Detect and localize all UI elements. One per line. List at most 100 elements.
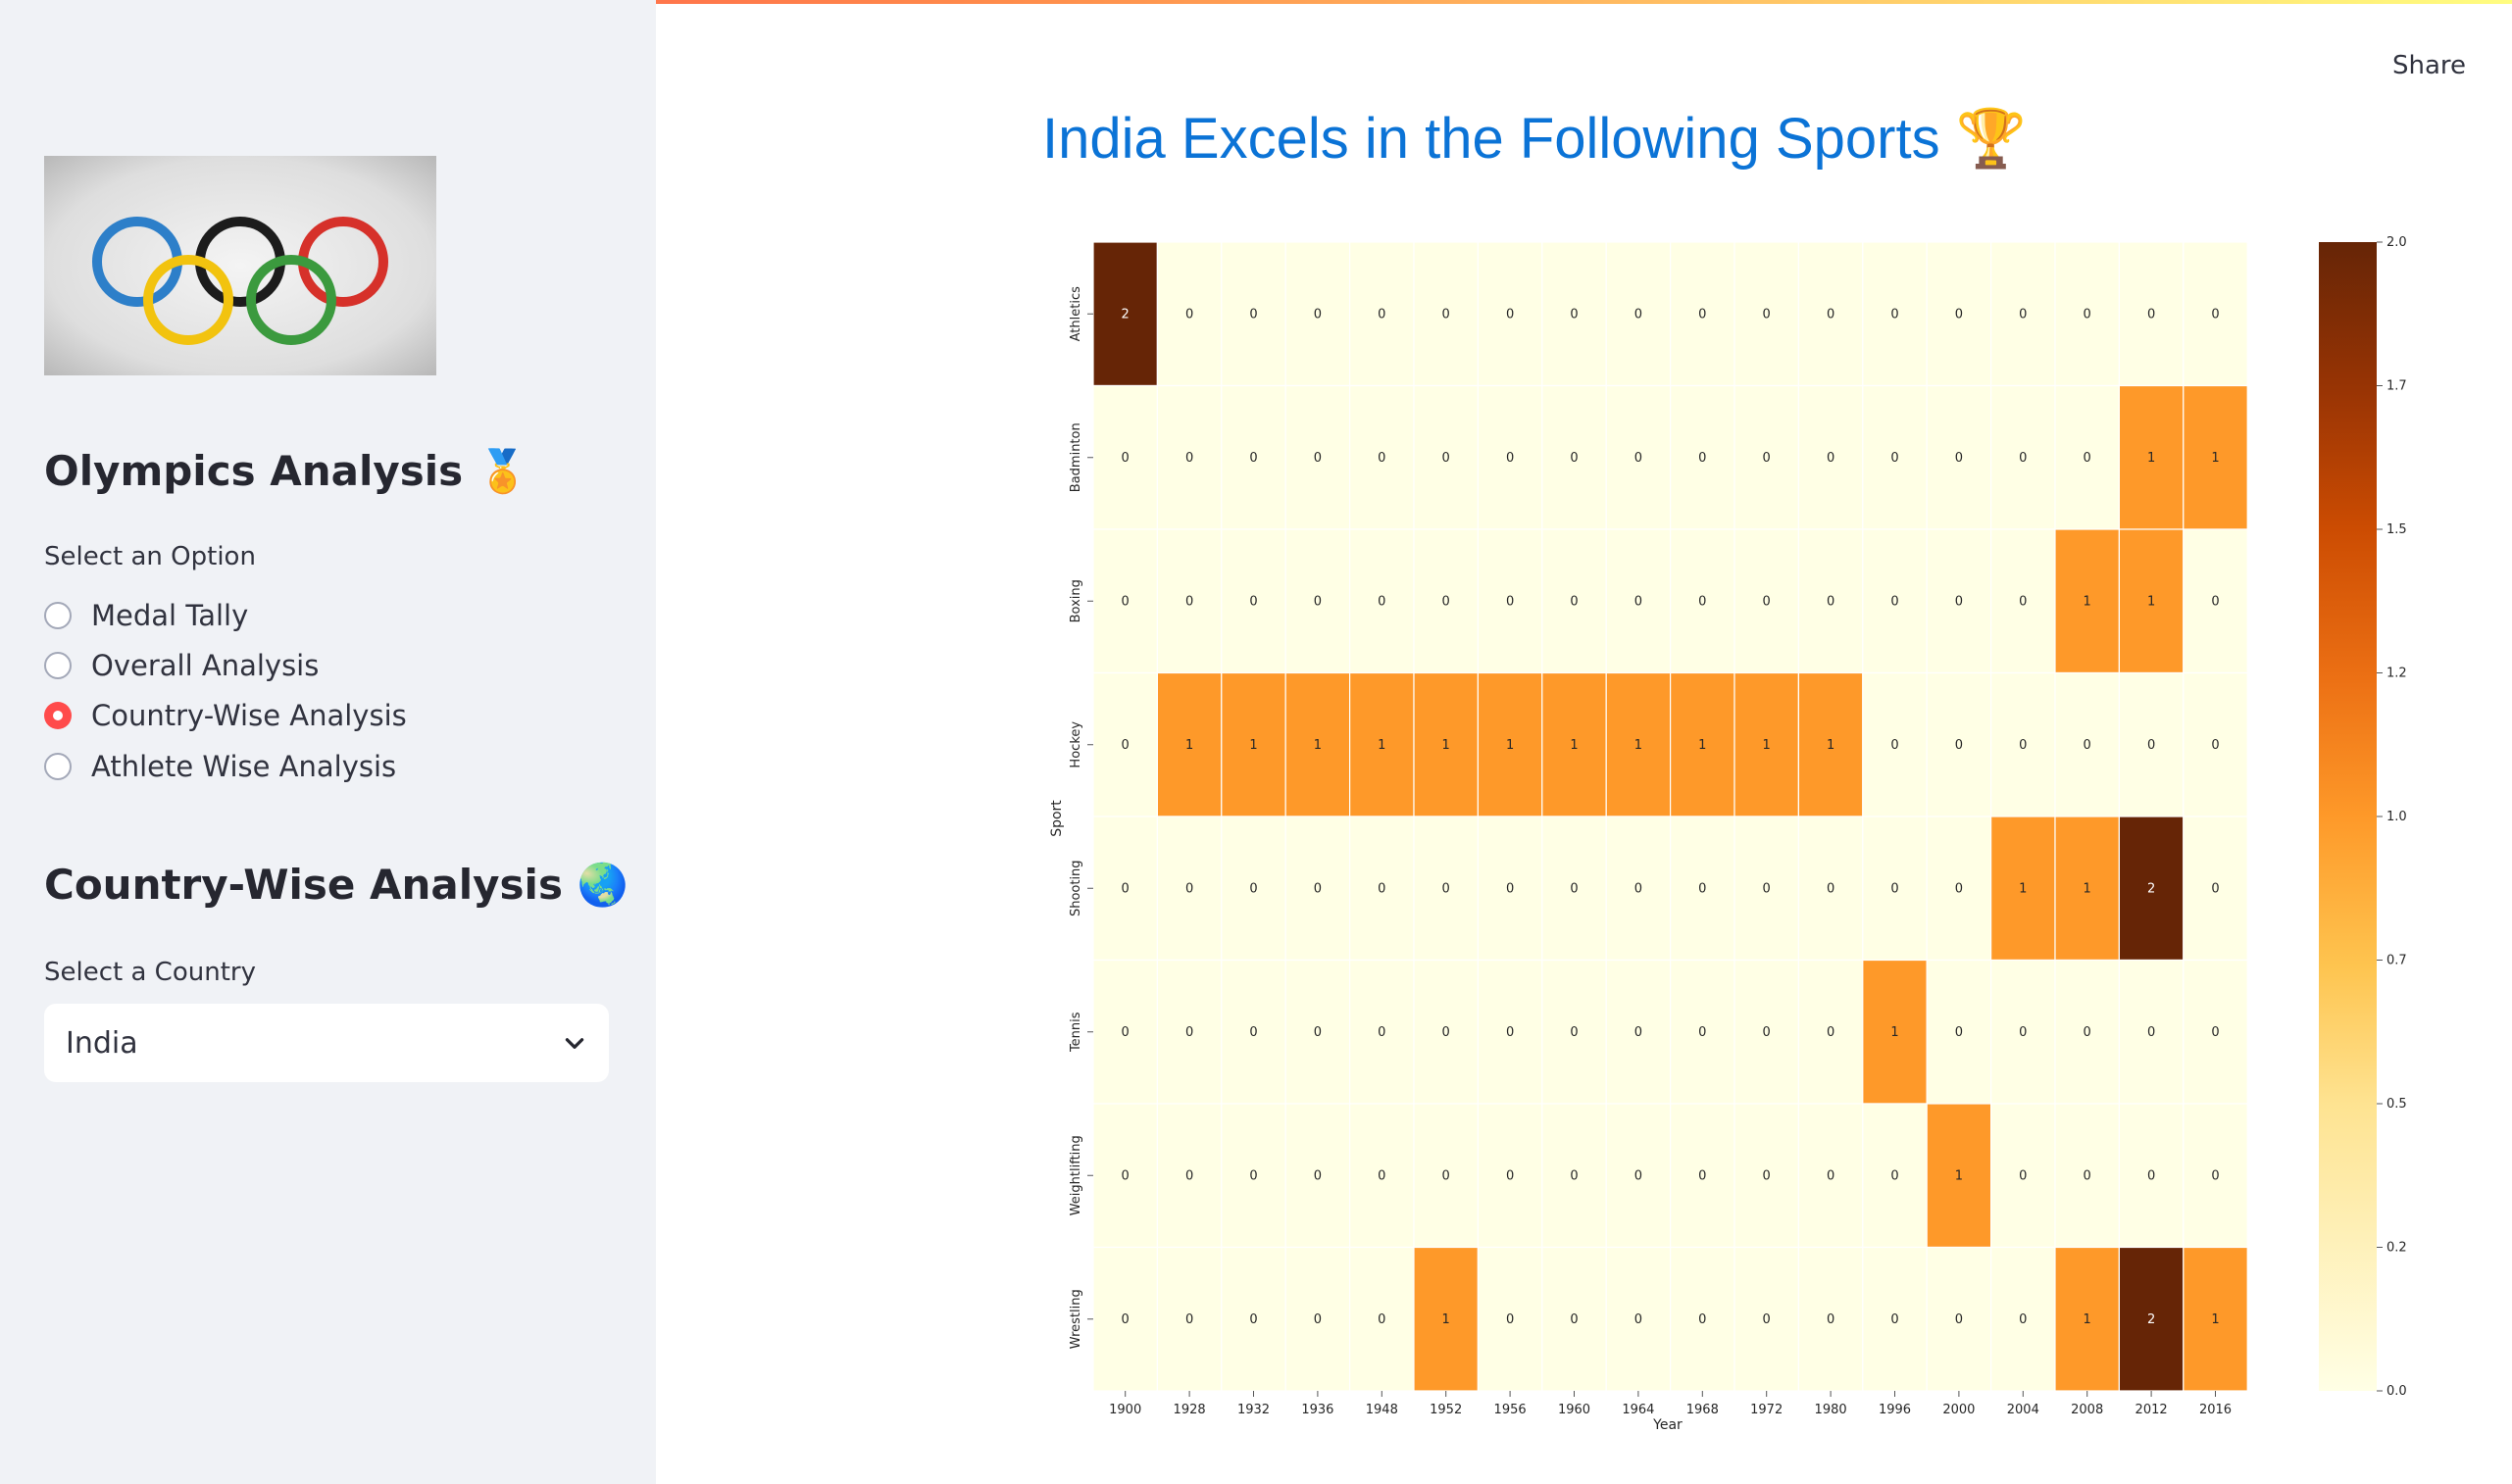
heatmap-cell [2183, 816, 2248, 962]
x-tick-label: 1936 [1301, 1403, 1333, 1417]
x-tick-label: 1928 [1174, 1403, 1206, 1417]
radio-medal-tally[interactable]: Medal Tally [44, 596, 248, 635]
cell-value-label: 0 [1185, 594, 1193, 609]
share-button[interactable]: Share [2392, 51, 2467, 80]
cell-value-label: 0 [1763, 307, 1771, 322]
cell-value-label: 0 [1827, 307, 1834, 322]
x-tick-label: 1952 [1430, 1403, 1462, 1417]
cell-value-label: 0 [1827, 1168, 1834, 1183]
cell-value-label: 0 [1442, 1168, 1450, 1183]
cell-value-label: 0 [2147, 1025, 2155, 1040]
heatmap-cell [1413, 671, 1480, 817]
cell-value-label: 0 [1378, 1025, 1385, 1040]
sidebar: Olympics Analysis 🏅 Select an Option Med… [0, 0, 656, 1484]
cell-value-label: 0 [1955, 1025, 1963, 1040]
heatmap-cell [2183, 1246, 2248, 1392]
x-tick-label: 1956 [1494, 1403, 1527, 1417]
x-tick-label: 2000 [1942, 1403, 1975, 1417]
cell-value-label: 0 [1955, 451, 1963, 466]
heatmap-cell [1926, 528, 1992, 674]
radio-label: Country-Wise Analysis [91, 699, 407, 732]
colorbar-tick-label: 1.25 [2386, 667, 2407, 681]
cell-value-label: 2 [2147, 881, 2155, 896]
heatmap-cell [1797, 384, 1864, 530]
cell-value-label: 0 [1442, 881, 1450, 896]
radio-country-wise-analysis[interactable]: Country-Wise Analysis [44, 696, 407, 735]
cell-value-label: 0 [1378, 1168, 1385, 1183]
colorbar-tick-label: 1.50 [2386, 522, 2407, 537]
heatmap-cell [2054, 671, 2121, 817]
cell-value-label: 0 [1442, 307, 1450, 322]
radio-circle-icon[interactable] [44, 652, 72, 679]
cell-value-label: 0 [1185, 881, 1193, 896]
x-tick-label: 1964 [1622, 1403, 1654, 1417]
x-tick-label: 1996 [1879, 1403, 1911, 1417]
heatmap-cell [1284, 241, 1351, 387]
cell-value-label: 0 [1570, 594, 1578, 609]
option-label: Select an Option [44, 542, 256, 571]
cell-value-label: 0 [1506, 1168, 1514, 1183]
cell-value-label: 1 [1185, 738, 1193, 753]
top-decoration-bar [0, 0, 2512, 4]
radio-overall-analysis[interactable]: Overall Analysis [44, 646, 319, 685]
heatmap-cell [1541, 1246, 1607, 1392]
heatmap-cell [1605, 1103, 1672, 1249]
cell-value-label: 0 [1249, 1168, 1257, 1183]
radio-athlete-wise-analysis[interactable]: Athlete Wise Analysis [44, 747, 396, 786]
colorbar-tick-label: 0.50 [2386, 1097, 2407, 1112]
app-title: Olympics Analysis 🏅 [44, 447, 529, 495]
heatmap-cell [1989, 671, 2056, 817]
cell-value-label: 1 [2019, 881, 2027, 896]
cell-value-label: 0 [1955, 738, 1963, 753]
cell-value-label: 1 [2147, 594, 2155, 609]
cell-value-label: 0 [1698, 307, 1706, 322]
cell-value-label: 0 [1634, 594, 1642, 609]
heatmap-cell [2183, 1103, 2248, 1249]
cell-value-label: 0 [1570, 1312, 1578, 1327]
cell-value-label: 0 [1890, 307, 1898, 322]
cell-value-label: 1 [1249, 738, 1257, 753]
heatmap-cell [1797, 959, 1864, 1105]
cell-value-label: 1 [1955, 1168, 1963, 1183]
country-select[interactable]: India [44, 1004, 609, 1082]
y-tick-label: Shooting [1069, 860, 1083, 916]
heatmap-cell [2054, 241, 2121, 387]
heatmap-cell [1862, 384, 1928, 530]
cell-value-label: 0 [2211, 1168, 2219, 1183]
x-tick-label: 2012 [2135, 1403, 2168, 1417]
cell-value-label: 0 [1827, 1025, 1834, 1040]
cell-value-label: 0 [1249, 451, 1257, 466]
heatmap-cell [2118, 241, 2185, 387]
radio-label: Overall Analysis [91, 649, 320, 682]
x-tick-label: 2008 [2071, 1403, 2103, 1417]
heatmap-cell [2183, 384, 2248, 530]
cell-value-label: 0 [1634, 307, 1642, 322]
heatmap-cell [1221, 384, 1286, 530]
heatmap-cell [1669, 1103, 1735, 1249]
heatmap-cell [1349, 384, 1415, 530]
cell-value-label: 0 [1634, 881, 1642, 896]
heatmap-cell [1733, 528, 1800, 674]
heatmap-cell [1541, 671, 1607, 817]
cell-value-label: 0 [1185, 451, 1193, 466]
radio-label: Athlete Wise Analysis [91, 750, 397, 783]
heatmap-cell [1156, 671, 1223, 817]
heatmap-cell [1413, 959, 1480, 1105]
cell-value-label: 0 [1378, 451, 1385, 466]
heatmap-cell [1797, 1103, 1864, 1249]
cell-value-label: 1 [1634, 738, 1642, 753]
radio-checked-icon[interactable] [44, 702, 72, 729]
cell-value-label: 0 [1698, 1168, 1706, 1183]
cell-value-label: 0 [1378, 881, 1385, 896]
cell-value-label: 0 [1890, 1312, 1898, 1327]
cell-value-label: 0 [1314, 594, 1322, 609]
heatmap-cell [1477, 1103, 1543, 1249]
heatmap-cell [1221, 959, 1286, 1105]
heatmap-cell [1926, 241, 1992, 387]
y-tick-label: Weightlifting [1069, 1135, 1083, 1215]
radio-circle-icon[interactable] [44, 753, 72, 780]
cell-value-label: 0 [2019, 307, 2027, 322]
heatmap-cell [1092, 528, 1159, 674]
cell-value-label: 0 [1314, 1168, 1322, 1183]
radio-circle-icon[interactable] [44, 602, 72, 629]
